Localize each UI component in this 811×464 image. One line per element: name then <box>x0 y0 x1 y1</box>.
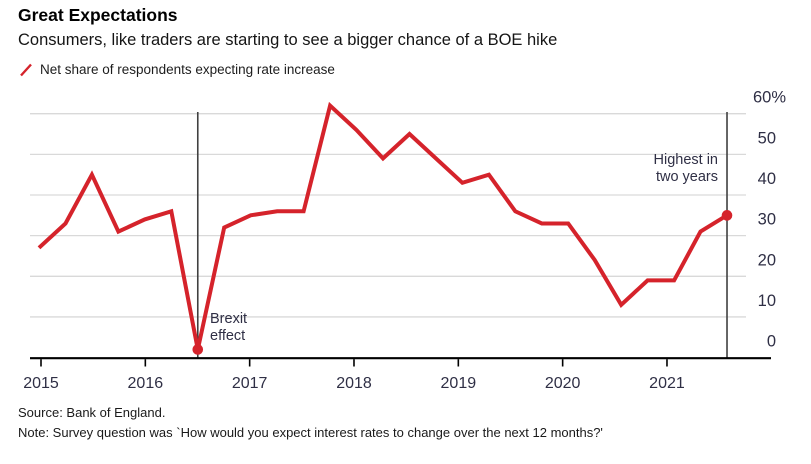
annotation-line: Highest in <box>653 152 718 168</box>
y-axis-label: 0 <box>767 333 776 351</box>
legend-label: Net share of respondents expecting rate … <box>40 62 335 77</box>
survey-note-text: Note: Survey question was `How would you… <box>18 425 603 440</box>
annotation-line: effect <box>210 327 246 344</box>
x-axis-label: 2018 <box>336 375 372 392</box>
x-axis-label: 2016 <box>128 375 164 392</box>
x-axis-label: 2020 <box>545 375 581 392</box>
y-axis-label: 20 <box>758 251 776 269</box>
y-axis-label: 10 <box>758 292 776 310</box>
source-text: Source: Bank of England. <box>18 405 166 420</box>
chart-subtitle: Consumers, like traders are starting to … <box>18 31 558 49</box>
chart-title: Great Expectations <box>18 5 178 25</box>
annotation-line: Brexit <box>210 311 248 327</box>
annotation-highest-two-years: Highest in two years <box>590 152 718 185</box>
brexit-dip-dot <box>192 344 204 355</box>
x-axis-label: 2019 <box>441 375 477 392</box>
annotation-brexit-effect: Brexit effect <box>210 311 247 344</box>
latest-point-dot <box>721 210 733 221</box>
y-axis-label: 60% <box>753 89 786 107</box>
legend: Net share of respondents expecting rate … <box>19 62 335 77</box>
y-axis-label: 40 <box>758 170 776 188</box>
legend-slash-icon <box>20 63 32 76</box>
x-axis-label: 2015 <box>23 375 59 392</box>
annotation-line: two years <box>655 168 718 185</box>
rate-expectation-line <box>37 101 729 350</box>
y-axis-label: 30 <box>758 211 776 229</box>
x-axis-label: 2021 <box>649 375 685 392</box>
y-axis-label: 50 <box>758 129 776 147</box>
x-axis-label: 2017 <box>232 375 268 392</box>
